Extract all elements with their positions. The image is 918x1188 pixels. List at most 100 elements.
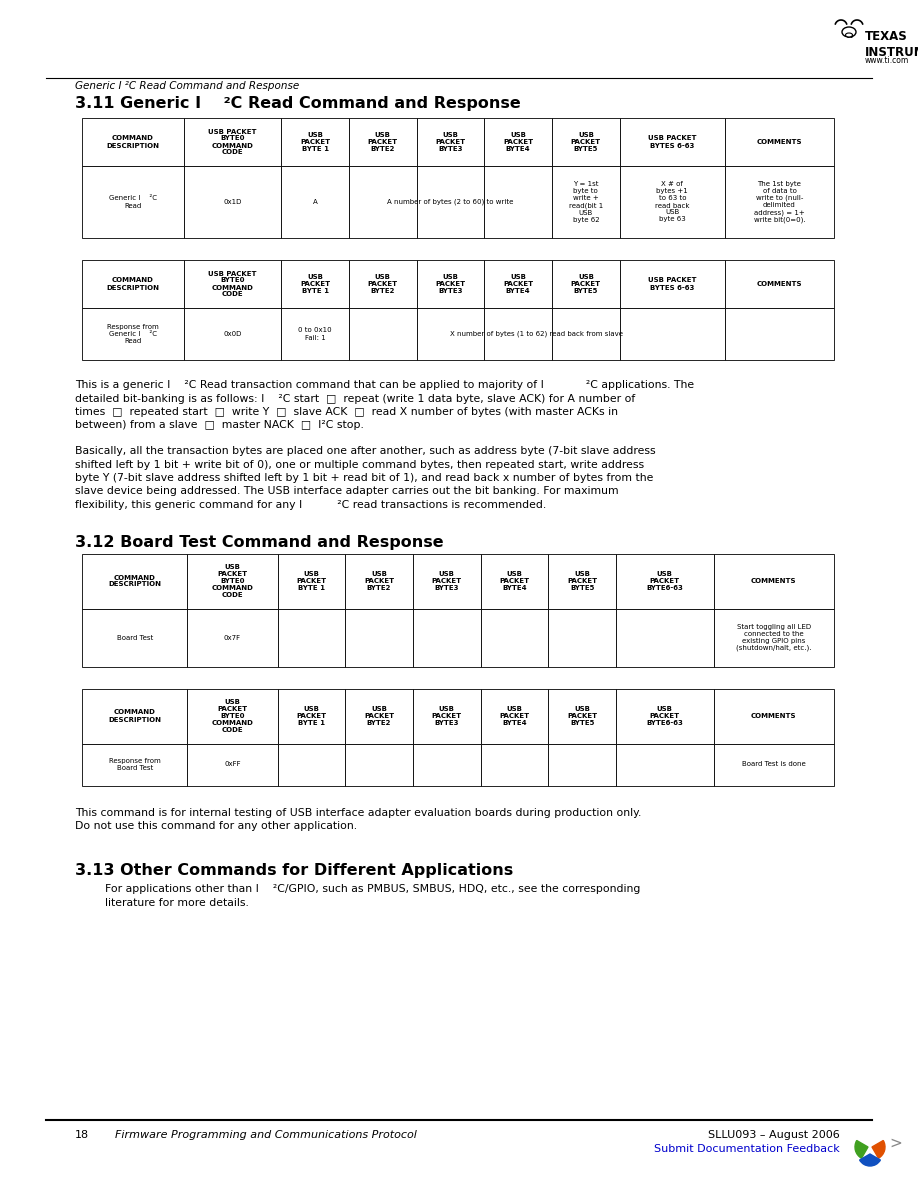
Bar — [713, 689, 834, 744]
Text: USB
PACKET
BYTE4: USB PACKET BYTE4 — [503, 132, 533, 152]
Text: USB
PACKET
BYTE5: USB PACKET BYTE5 — [567, 571, 597, 590]
Text: COMMAND
DESCRIPTION: COMMAND DESCRIPTION — [106, 278, 159, 291]
Bar — [548, 689, 616, 744]
Text: The 1st byte
of data to
write to (null-
delimited
address) = 1+
write bit(0=0).: The 1st byte of data to write to (null- … — [754, 181, 805, 223]
Text: A number of bytes (2 to 60) to write: A number of bytes (2 to 60) to write — [387, 198, 514, 206]
Bar — [552, 118, 620, 166]
Text: 3.13 Other Commands for Different Applications: 3.13 Other Commands for Different Applic… — [75, 862, 513, 878]
Bar — [417, 118, 485, 166]
Text: COMMENTS: COMMENTS — [756, 139, 802, 145]
Bar — [616, 744, 713, 785]
Bar — [552, 260, 620, 308]
Bar — [82, 608, 187, 666]
Text: USB
PACKET
BYTE5: USB PACKET BYTE5 — [571, 132, 601, 152]
Text: >: > — [890, 1136, 902, 1150]
Text: USB
PACKET
BYTE3: USB PACKET BYTE3 — [435, 274, 465, 293]
Bar — [620, 166, 725, 238]
Text: Basically, all the transaction bytes are placed one after another, such as addre: Basically, all the transaction bytes are… — [75, 446, 655, 456]
Text: This command is for internal testing of USB interface adapter evaluation boards : This command is for internal testing of … — [75, 808, 642, 817]
Bar — [616, 689, 713, 744]
Text: between) from a slave  □  master NACK  □  I²C stop.: between) from a slave □ master NACK □ I²… — [75, 421, 364, 430]
Bar — [417, 166, 485, 238]
Bar — [184, 308, 281, 360]
Bar — [82, 554, 187, 608]
Text: USB
PACKET
BYTE4: USB PACKET BYTE4 — [499, 571, 530, 590]
Text: Start toggling all LED
connected to the
existing GPIO pins
(shutdown/halt, etc.): Start toggling all LED connected to the … — [736, 624, 812, 651]
Text: For applications other than I    ²C/GPIO, such as PMBUS, SMBUS, HDQ, etc., see t: For applications other than I ²C/GPIO, s… — [105, 885, 641, 895]
Text: Y = 1st
byte to
write +
read(bit 1
USB
byte 62: Y = 1st byte to write + read(bit 1 USB b… — [569, 182, 603, 223]
Text: byte Y (7-bit slave address shifted left by 1 bit + read bit of 1), and read bac: byte Y (7-bit slave address shifted left… — [75, 473, 654, 484]
Text: COMMENTS: COMMENTS — [751, 713, 797, 719]
Bar — [82, 308, 184, 360]
Ellipse shape — [845, 33, 853, 37]
Bar — [548, 744, 616, 785]
Text: Generic I    ²C
Read: Generic I ²C Read — [108, 196, 157, 209]
Text: USB
PACKET
BYTE3: USB PACKET BYTE3 — [431, 571, 462, 590]
Bar — [413, 689, 480, 744]
Text: Board Test is done: Board Test is done — [742, 762, 806, 767]
Text: COMMENTS: COMMENTS — [756, 282, 802, 287]
Text: This is a generic I    ²C Read transaction command that can be applied to majori: This is a generic I ²C Read transaction … — [75, 380, 694, 390]
Bar — [713, 608, 834, 666]
Bar — [277, 608, 345, 666]
Bar — [485, 308, 552, 360]
Text: USB
PACKET
BYTE5: USB PACKET BYTE5 — [567, 706, 597, 726]
Text: USB
PACKET
BYTE2: USB PACKET BYTE2 — [364, 571, 394, 590]
Bar — [82, 166, 184, 238]
Bar — [281, 118, 349, 166]
Text: TEXAS
INSTRUMENTS: TEXAS INSTRUMENTS — [865, 30, 918, 59]
Bar — [616, 554, 713, 608]
Text: Do not use this command for any other application.: Do not use this command for any other ap… — [75, 821, 357, 830]
Text: shifted left by 1 bit + write bit of 0), one or multiple command bytes, then rep: shifted left by 1 bit + write bit of 0),… — [75, 460, 644, 469]
Text: USB
PACKET
BYTE4: USB PACKET BYTE4 — [503, 274, 533, 293]
Text: Generic I ²C Read Command and Response: Generic I ²C Read Command and Response — [75, 81, 299, 91]
Text: A: A — [313, 200, 318, 206]
Bar — [725, 118, 834, 166]
Bar — [417, 260, 485, 308]
Bar — [725, 308, 834, 360]
Text: USB
PACKET
BYTE3: USB PACKET BYTE3 — [431, 706, 462, 726]
Text: 3.12 Board Test Command and Response: 3.12 Board Test Command and Response — [75, 536, 443, 550]
Bar — [485, 166, 552, 238]
Bar — [552, 308, 620, 360]
Text: times  □  repeated start  □  write Y  □  slave ACK  □  read X number of bytes (w: times □ repeated start □ write Y □ slave… — [75, 407, 618, 417]
Bar — [345, 554, 413, 608]
Bar — [82, 118, 184, 166]
Text: COMMAND
DESCRIPTION: COMMAND DESCRIPTION — [108, 709, 162, 722]
Text: USB PACKET
BYTE0
COMMAND
CODE: USB PACKET BYTE0 COMMAND CODE — [208, 271, 257, 297]
Bar — [184, 166, 281, 238]
Text: 0x0D: 0x0D — [223, 331, 241, 337]
Bar — [552, 166, 620, 238]
Text: USB
PACKET
BYTE 1: USB PACKET BYTE 1 — [300, 132, 330, 152]
Bar — [345, 608, 413, 666]
Bar — [187, 689, 277, 744]
Text: X number of bytes (1 to 62) read back from slave: X number of bytes (1 to 62) read back fr… — [451, 330, 623, 337]
Bar — [277, 744, 345, 785]
Bar — [713, 744, 834, 785]
Bar — [480, 608, 548, 666]
Ellipse shape — [842, 27, 856, 37]
Text: USB
PACKET
BYTE4: USB PACKET BYTE4 — [499, 706, 530, 726]
Bar — [725, 166, 834, 238]
Wedge shape — [859, 1154, 880, 1165]
Text: 3.11 Generic I    ²C Read Command and Response: 3.11 Generic I ²C Read Command and Respo… — [75, 96, 521, 110]
Text: USB
PACKET
BYTE 1: USB PACKET BYTE 1 — [300, 274, 330, 293]
Text: USB
PACKET
BYTE 1: USB PACKET BYTE 1 — [297, 706, 327, 726]
Text: USB
PACKET
BYTE5: USB PACKET BYTE5 — [571, 274, 601, 293]
Text: Response from
Generic I    ²C
Read: Response from Generic I ²C Read — [106, 324, 159, 345]
Bar — [713, 554, 834, 608]
Bar — [187, 744, 277, 785]
Text: USB
PACKET
BYTE 1: USB PACKET BYTE 1 — [297, 571, 327, 590]
Text: Submit Documentation Feedback: Submit Documentation Feedback — [655, 1144, 840, 1154]
Bar — [620, 118, 725, 166]
Bar — [349, 260, 417, 308]
Bar — [616, 608, 713, 666]
Text: SLLU093 – August 2006: SLLU093 – August 2006 — [709, 1130, 840, 1140]
Bar — [82, 689, 187, 744]
Text: USB
PACKET
BYTE0
COMMAND
CODE: USB PACKET BYTE0 COMMAND CODE — [211, 564, 253, 598]
Bar — [349, 166, 417, 238]
Bar — [480, 689, 548, 744]
Bar — [548, 608, 616, 666]
Text: USB PACKET
BYTE0
COMMAND
CODE: USB PACKET BYTE0 COMMAND CODE — [208, 128, 257, 156]
Wedge shape — [872, 1140, 885, 1158]
